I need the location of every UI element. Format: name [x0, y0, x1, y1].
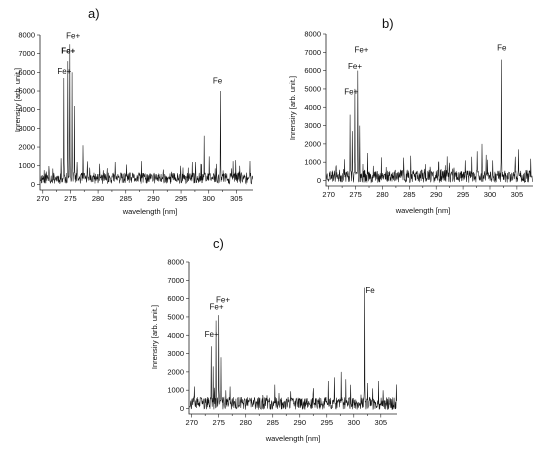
- y-tick-label-c: 2000: [167, 367, 184, 376]
- annotation-a: Fe: [213, 77, 223, 86]
- y-tick-label-a: 4000: [18, 105, 35, 114]
- y-tick-label-a: 2000: [18, 143, 35, 152]
- annotation-a: Fe+: [57, 67, 71, 76]
- x-tick-label-a: 300: [202, 194, 215, 203]
- y-tick-label-b: 7000: [304, 48, 321, 57]
- y-tick-label-c: 3000: [167, 349, 184, 358]
- y-tick-label-b: 3000: [304, 121, 321, 130]
- x-tick-label-b: 275: [349, 190, 362, 199]
- x-axis-title-c: wavelength [nm]: [265, 434, 321, 443]
- panel-label-b: b): [382, 16, 394, 31]
- y-axis-title-b: Inrensiry [arb. unit.]: [288, 76, 297, 140]
- y-tick-label-a: 6000: [18, 68, 35, 77]
- x-tick-label-c: 285: [266, 418, 279, 427]
- spectrum-line-b: [326, 59, 533, 184]
- x-tick-label-a: 285: [119, 194, 132, 203]
- x-tick-label-b: 270: [322, 190, 335, 199]
- annotation-c: Fe+: [205, 330, 219, 339]
- panel-b: b) Inrensiry [arb. unit.] wavelength [nm…: [288, 16, 533, 215]
- x-tick-label-c: 305: [375, 418, 388, 427]
- y-tick-label-c: 0: [180, 404, 184, 413]
- y-tick-label-a: 1000: [18, 161, 35, 170]
- x-tick-label-b: 300: [484, 190, 497, 199]
- x-tick-label-a: 305: [230, 194, 243, 203]
- y-tick-label-a: 8000: [18, 31, 35, 40]
- x-tick-label-c: 270: [185, 418, 198, 427]
- y-tick-label-b: 6000: [304, 66, 321, 75]
- y-tick-label-b: 4000: [304, 103, 321, 112]
- y-axis-title-c: Inrensiry [arb. unit.]: [150, 305, 159, 369]
- y-tick-label-a: 5000: [18, 87, 35, 96]
- y-tick-label-c: 7000: [167, 276, 184, 285]
- y-axis-title-a: Inrensiry [arb. unit.]: [13, 68, 22, 132]
- x-tick-label-c: 280: [239, 418, 252, 427]
- x-tick-label-c: 300: [348, 418, 361, 427]
- x-tick-label-b: 285: [403, 190, 416, 199]
- y-tick-label-b: 1000: [304, 158, 321, 167]
- x-tick-label-a: 270: [37, 194, 50, 203]
- x-tick-label-c: 295: [321, 418, 334, 427]
- annotation-a: Fe+: [61, 47, 75, 56]
- y-tick-label-b: 8000: [304, 30, 321, 39]
- x-tick-label-b: 290: [430, 190, 443, 199]
- annotation-a: Fe+: [66, 32, 80, 41]
- y-tick-label-c: 5000: [167, 312, 184, 321]
- x-tick-label-b: 295: [457, 190, 470, 199]
- annotation-c: Fe+: [216, 295, 230, 304]
- axes-b: [325, 34, 533, 187]
- x-axis-title-a: wavelength [nm]: [122, 207, 178, 216]
- y-tick-label-a: 3000: [18, 124, 35, 133]
- spectrum-line-a: [40, 44, 253, 185]
- y-tick-label-c: 1000: [167, 386, 184, 395]
- y-tick-label-b: 5000: [304, 84, 321, 93]
- x-tick-label-a: 280: [92, 194, 105, 203]
- axes-a: [39, 35, 253, 191]
- y-tick-label-a: 7000: [18, 49, 35, 58]
- y-tick-label-c: 8000: [167, 258, 184, 267]
- spectrum-line-c: [189, 287, 397, 411]
- annotation-b: Fe+: [348, 62, 362, 71]
- annotation-b: Fe+: [354, 45, 368, 54]
- annotation-b: Fe: [497, 43, 507, 52]
- panel-a: a) Inrensiry [arb. unit.] wavelength [nm…: [13, 6, 253, 216]
- x-tick-label-c: 275: [212, 418, 225, 427]
- x-tick-label-c: 290: [293, 418, 306, 427]
- panel-label-c: c): [213, 236, 224, 251]
- annotation-c: Fe: [365, 286, 375, 295]
- y-tick-label-b: 0: [317, 176, 321, 185]
- axes-c: [188, 262, 397, 415]
- y-tick-label-c: 4000: [167, 331, 184, 340]
- x-tick-label-a: 275: [64, 194, 77, 203]
- x-tick-label-a: 290: [147, 194, 160, 203]
- panel-c: c) Inrensiry [arb. unit.] wavelength [nm…: [150, 236, 397, 443]
- x-tick-label-b: 280: [376, 190, 389, 199]
- annotation-b: Fe+: [344, 87, 358, 96]
- y-tick-label-a: 0: [31, 180, 35, 189]
- y-tick-label-b: 2000: [304, 139, 321, 148]
- annotation-c: Fe+: [210, 303, 224, 312]
- x-axis-title-b: wavelength [nm]: [395, 206, 451, 215]
- panel-label-a: a): [88, 6, 100, 21]
- y-tick-label-c: 6000: [167, 294, 184, 303]
- x-tick-label-a: 295: [175, 194, 188, 203]
- x-tick-label-b: 305: [511, 190, 524, 199]
